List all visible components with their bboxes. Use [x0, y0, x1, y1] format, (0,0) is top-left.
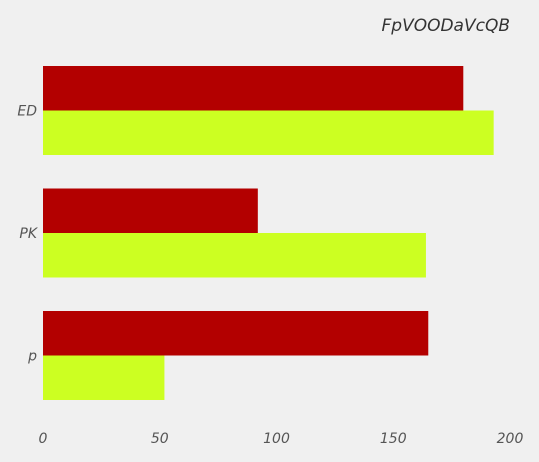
x-tick-label-50: 50 [151, 431, 169, 447]
x-tick-label-100: 100 [263, 431, 290, 447]
x-tick-label-0: 0 [39, 431, 48, 447]
category-label-PK: PK [19, 226, 38, 242]
category-labels: ED PK p [17, 104, 38, 365]
x-tick-labels: 0 50 100 150 200 [39, 431, 524, 447]
bar-ED-series-2 [43, 110, 494, 155]
bar-ED-series-1 [43, 66, 464, 111]
chart-title: FpVOODaVcQB [382, 16, 511, 36]
bar-PK-series-2 [43, 233, 426, 278]
bar-p-series-1 [43, 311, 429, 356]
x-tick-label-150: 150 [380, 431, 407, 447]
bar-PK-series-1 [43, 188, 258, 233]
x-tick-label-200: 200 [497, 431, 524, 447]
bars-layer [43, 66, 494, 400]
bar-p-series-2 [43, 355, 165, 400]
category-label-p: p [27, 349, 37, 365]
category-label-ED: ED [17, 104, 37, 120]
